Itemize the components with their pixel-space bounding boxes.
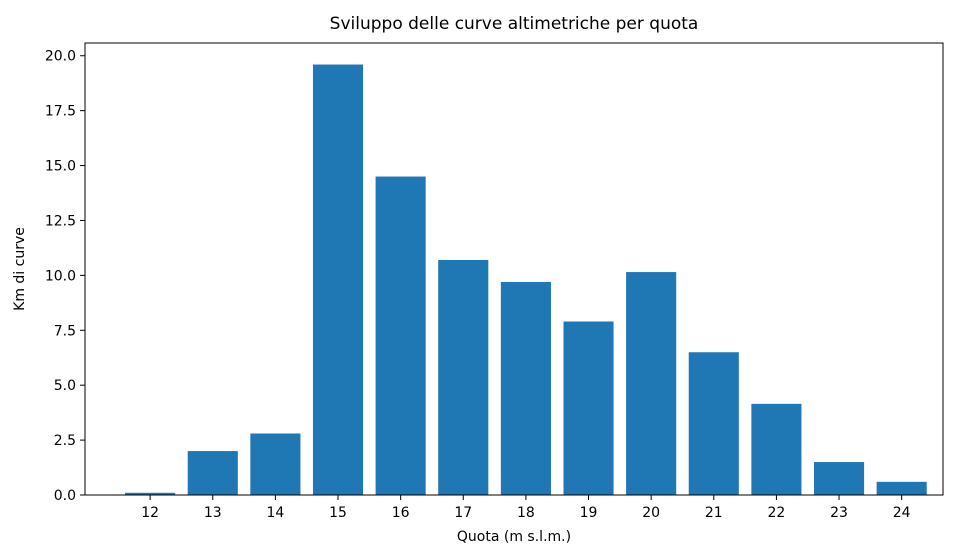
bar bbox=[813, 462, 865, 495]
bar bbox=[563, 321, 614, 495]
x-tick-label: 23 bbox=[830, 505, 848, 521]
bar bbox=[500, 281, 551, 495]
x-tick-label: 22 bbox=[767, 505, 785, 521]
bar bbox=[187, 451, 238, 495]
bar bbox=[438, 259, 489, 495]
x-tick-label: 21 bbox=[705, 505, 723, 521]
y-tick-label: 12.5 bbox=[45, 213, 76, 229]
y-tick-label: 7.5 bbox=[54, 323, 76, 339]
x-tick-label: 14 bbox=[266, 505, 284, 521]
x-tick-label: 19 bbox=[580, 505, 598, 521]
bar bbox=[312, 64, 364, 496]
y-tick-label: 0.0 bbox=[54, 488, 76, 504]
bar bbox=[626, 272, 677, 495]
x-tick-label: 24 bbox=[893, 505, 911, 521]
plot-frame bbox=[84, 42, 944, 496]
x-tick-label: 17 bbox=[454, 505, 472, 521]
y-axis-label: Km di curve bbox=[12, 227, 28, 311]
x-tick-label: 20 bbox=[642, 505, 660, 521]
bar bbox=[751, 403, 802, 495]
y-tick-label: 17.5 bbox=[45, 104, 76, 120]
x-tick-label: 15 bbox=[329, 505, 347, 521]
x-tick-label: 13 bbox=[204, 505, 222, 521]
y-tick-label: 15.0 bbox=[45, 159, 76, 175]
x-axis-label: Quota (m s.l.m.) bbox=[457, 529, 571, 545]
y-tick-label: 20.0 bbox=[45, 49, 76, 65]
y-tick-label: 2.5 bbox=[54, 433, 76, 449]
y-tick-label: 10.0 bbox=[45, 268, 76, 284]
bar bbox=[250, 433, 301, 495]
bar bbox=[688, 352, 739, 495]
bar bbox=[125, 492, 176, 495]
x-tick-label: 16 bbox=[392, 505, 410, 521]
bar bbox=[876, 481, 927, 495]
x-tick-label: 18 bbox=[517, 505, 535, 521]
chart-title: Sviluppo delle curve altimetriche per qu… bbox=[330, 14, 699, 34]
x-tick-label: 12 bbox=[141, 505, 159, 521]
bar bbox=[375, 176, 426, 496]
y-tick-label: 5.0 bbox=[54, 378, 76, 394]
